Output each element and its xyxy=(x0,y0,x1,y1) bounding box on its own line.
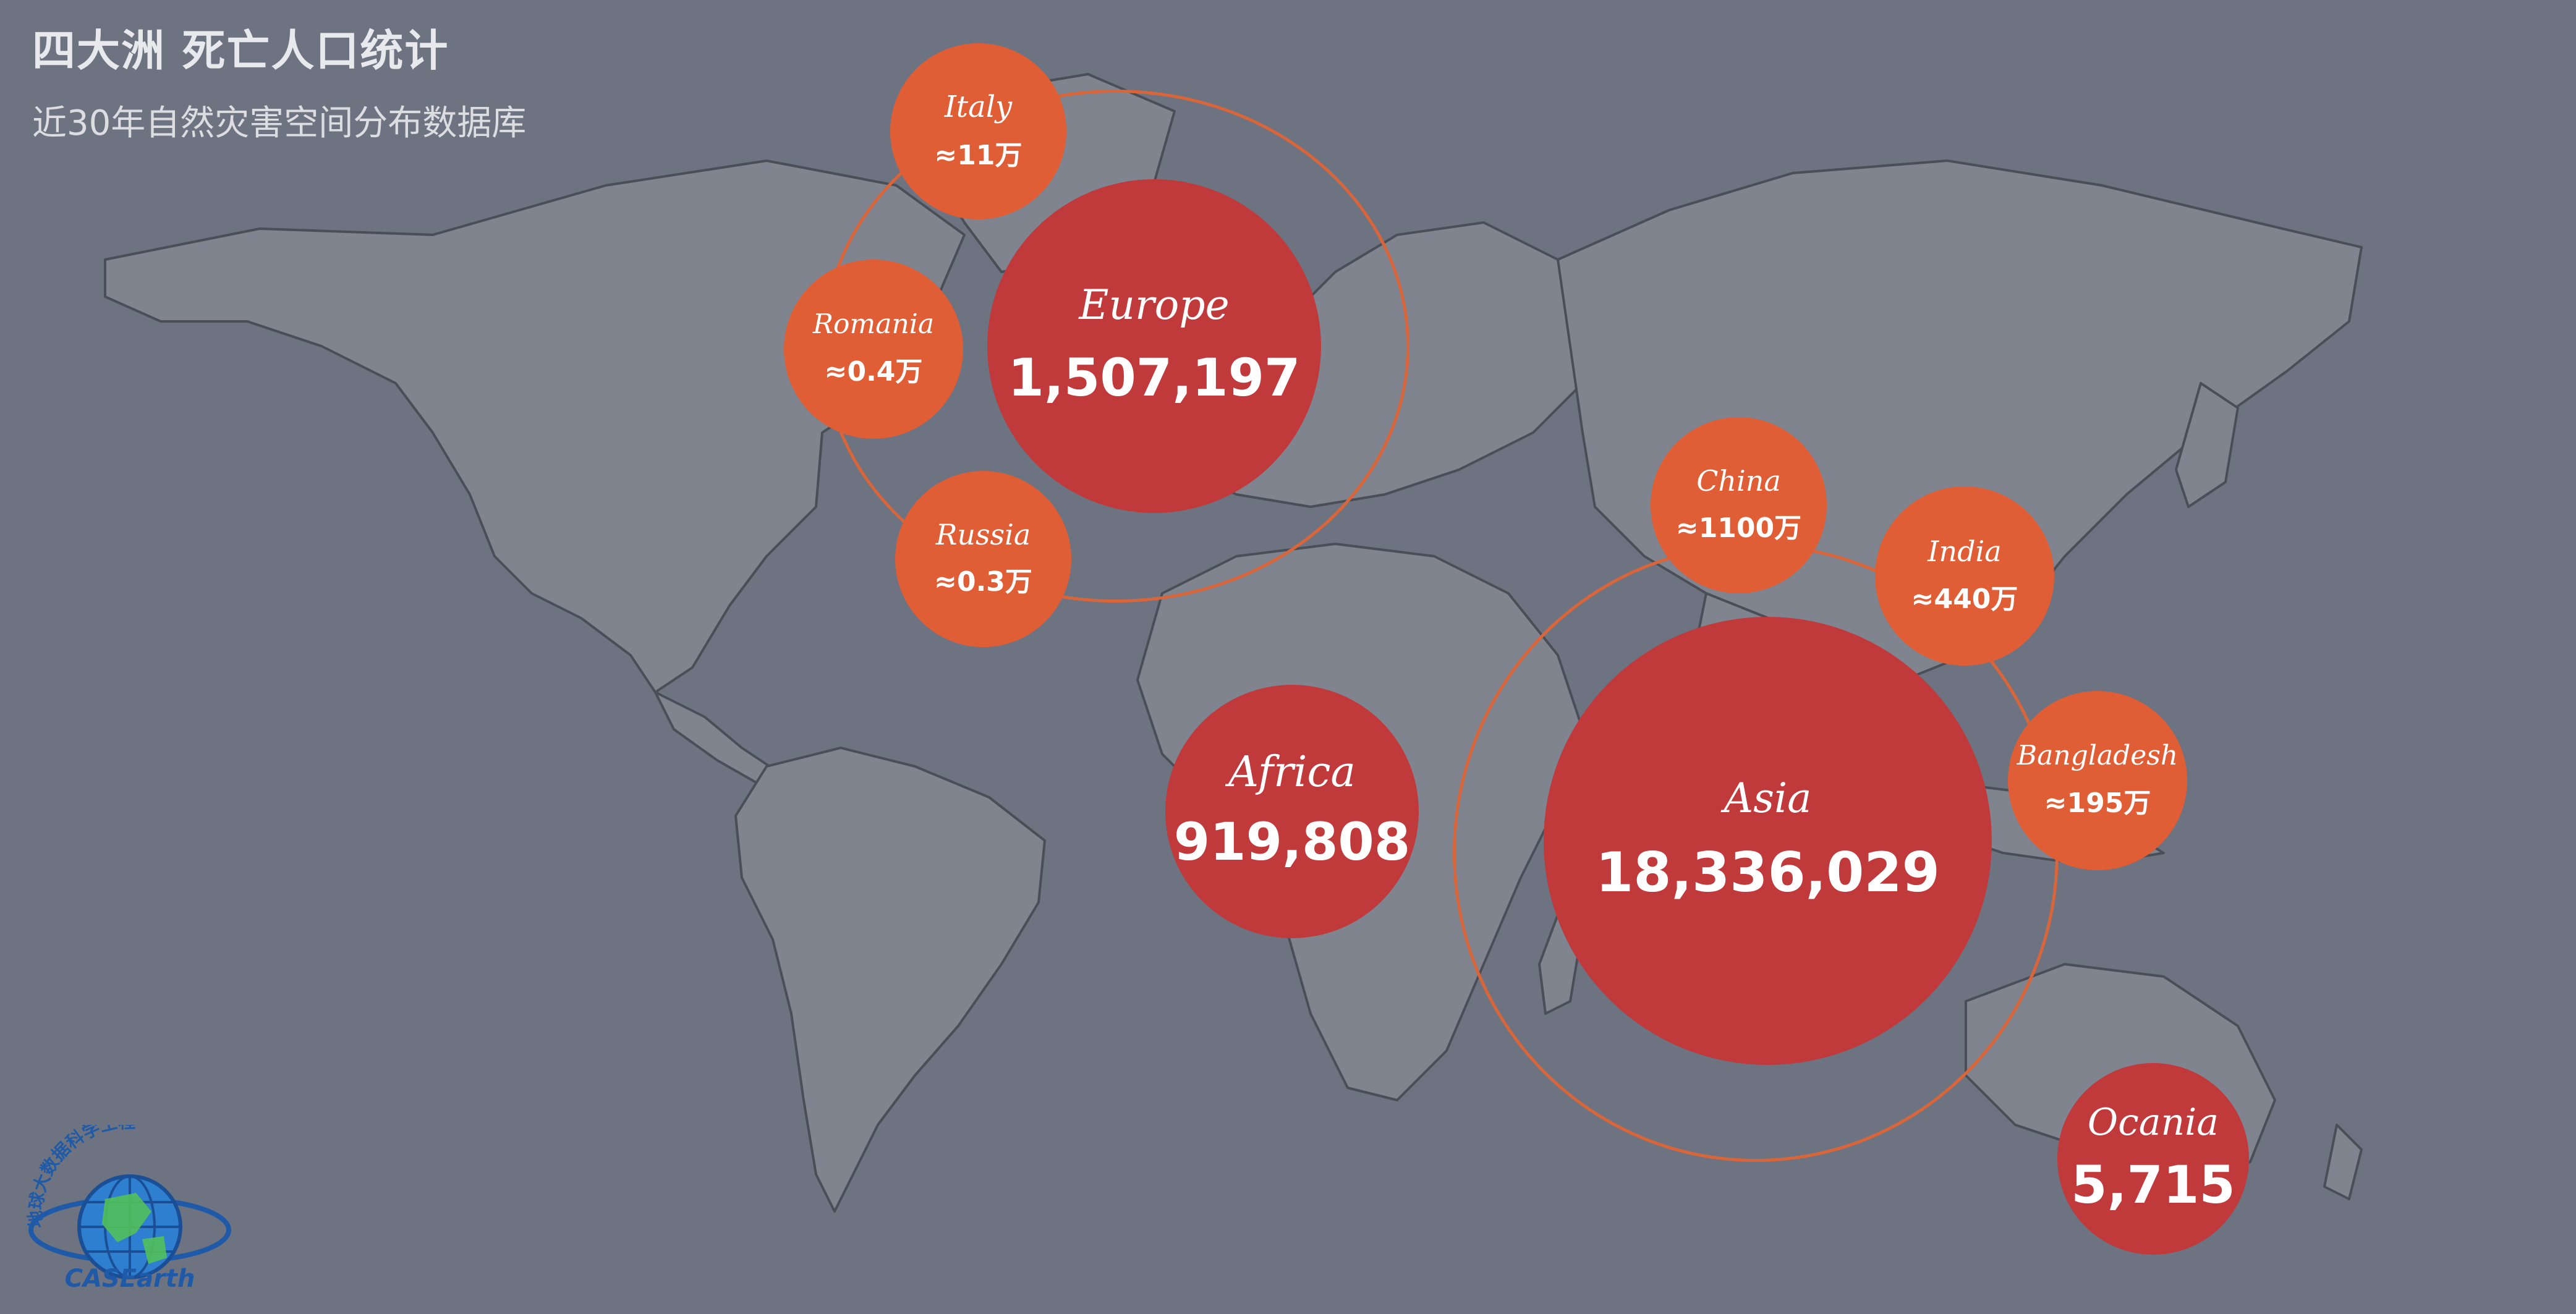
continent-value: 18,336,029 xyxy=(1596,841,1940,904)
continent-bubble-africa[interactable]: Africa 919,808 xyxy=(1165,685,1419,938)
south-america-land xyxy=(734,747,1046,1213)
country-bubble-china[interactable]: China ≈1100万 xyxy=(1651,417,1827,593)
country-name: China xyxy=(1696,464,1781,498)
page-subtitle: 近30年自然灾害空间分布数据库 xyxy=(32,103,527,143)
continent-name: Asia xyxy=(1724,774,1812,823)
continent-name: Ocania xyxy=(2087,1100,2219,1144)
continent-value: 1,507,197 xyxy=(1008,347,1301,408)
continent-bubble-ocania[interactable]: Ocania 5,715 xyxy=(2057,1063,2249,1255)
country-bubble-romania[interactable]: Romania ≈0.4万 xyxy=(784,260,963,439)
logo-caption: CASEarth xyxy=(65,1265,195,1292)
country-name: Italy xyxy=(944,89,1013,124)
central-america-land xyxy=(654,691,780,786)
country-bubble-russia[interactable]: Russia ≈0.3万 xyxy=(895,471,1071,647)
continent-name: Europe xyxy=(1079,281,1230,329)
country-value: ≈1100万 xyxy=(1675,512,1802,545)
north-america-land xyxy=(104,159,966,693)
country-value: ≈440万 xyxy=(1911,583,2018,615)
country-value: ≈0.4万 xyxy=(824,355,923,388)
country-value: ≈195万 xyxy=(2044,787,2151,819)
country-bubble-india[interactable]: India ≈440万 xyxy=(1875,486,2054,666)
continent-name: Africa xyxy=(1228,748,1356,797)
country-name: Romania xyxy=(812,308,935,341)
continent-bubble-europe[interactable]: Europe 1,507,197 xyxy=(987,179,1321,513)
new-zealand-land xyxy=(2323,1124,2363,1200)
continent-bubble-asia[interactable]: Asia 18,336,029 xyxy=(1544,617,1992,1065)
country-value: ≈0.3万 xyxy=(934,566,1032,598)
japan-land xyxy=(2175,382,2239,508)
continent-value: 5,715 xyxy=(2071,1154,2235,1215)
header: 四大洲 死亡人口统计 近30年自然灾害空间分布数据库 xyxy=(32,25,526,145)
country-bubble-bangladesh[interactable]: Bangladesh ≈195万 xyxy=(2008,691,2187,870)
country-name: Russia xyxy=(935,517,1031,551)
country-name: India xyxy=(1928,535,2002,569)
page-title: 四大洲 死亡人口统计 xyxy=(32,25,449,76)
continent-value: 919,808 xyxy=(1173,812,1411,872)
country-bubble-italy[interactable]: Italy ≈11万 xyxy=(890,43,1066,219)
casearth-logo: 地球大数据科学工程 CASEarth xyxy=(25,1125,231,1292)
country-value: ≈11万 xyxy=(934,139,1022,171)
country-name: Bangladesh xyxy=(2017,740,2179,772)
